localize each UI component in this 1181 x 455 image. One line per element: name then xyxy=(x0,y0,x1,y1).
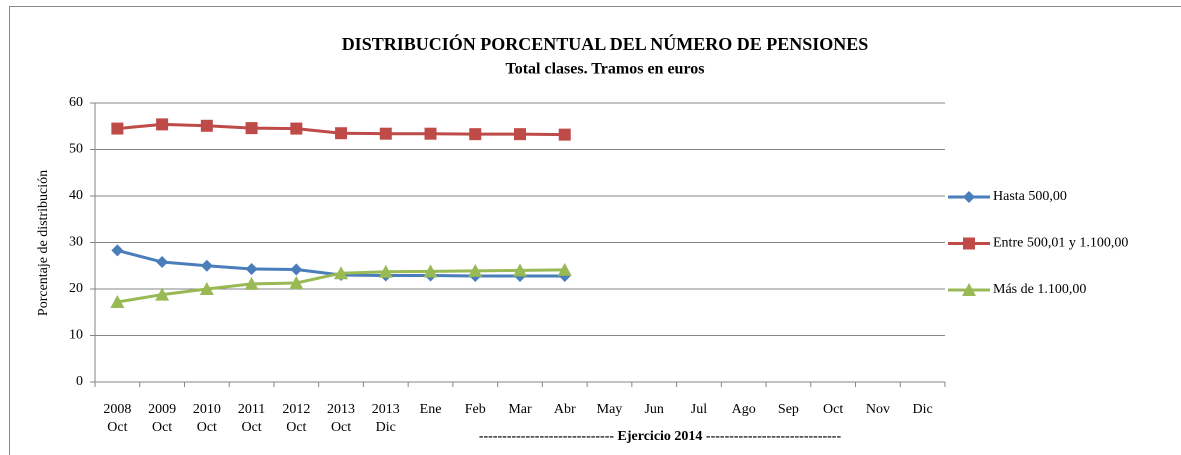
data-point xyxy=(334,266,349,280)
data-point xyxy=(156,118,169,131)
x-tick-label: Ene xyxy=(420,402,442,417)
x-tick-label-line: 2010 xyxy=(193,402,221,417)
x-tick-label-line: 2012 xyxy=(282,402,310,417)
y-tick-label: 20 xyxy=(69,281,83,296)
data-point xyxy=(156,256,169,269)
x-tick-label-line: May xyxy=(597,402,623,417)
x-tick-label-line: Mar xyxy=(508,402,532,417)
chart-subtitle: Total clases. Tramos en euros xyxy=(506,61,705,78)
x-tick-label: 2008 Oct xyxy=(103,402,131,435)
legend-label: Entre 500,01 y 1.100,00 xyxy=(993,236,1128,251)
x-tick-label-line: 2013 xyxy=(372,402,400,417)
x-tick-label-line: Jul xyxy=(691,402,707,417)
data-point xyxy=(111,122,124,135)
data-point xyxy=(468,263,483,277)
x-tick-label: 2009 Oct xyxy=(148,402,176,435)
x-tick-label-line: Oct xyxy=(241,420,261,435)
x-tick-label-line: 2008 xyxy=(103,402,131,417)
data-point xyxy=(200,119,213,132)
x-tick-label: Sep xyxy=(778,402,799,417)
data-point xyxy=(335,127,348,140)
legend-marker xyxy=(963,237,975,250)
legend-label: Hasta 500,00 xyxy=(993,189,1067,204)
data-point xyxy=(245,122,258,135)
legend-marker xyxy=(962,283,976,296)
x-tick-label-line: Oct xyxy=(107,420,127,435)
data-point xyxy=(289,275,304,289)
annotation: ----------------------------- Ejercicio … xyxy=(479,429,842,444)
chart-border xyxy=(9,6,1181,455)
x-tick-label: 2013 Oct xyxy=(327,402,355,435)
x-tick-label: 2010 Oct xyxy=(193,402,221,435)
x-tick-label-line: Dic xyxy=(376,420,396,435)
x-tick-label: Jun xyxy=(644,402,663,417)
x-tick-label-line: Abr xyxy=(554,402,576,417)
data-point xyxy=(290,263,303,276)
x-tick-label-line: Oct xyxy=(152,420,172,435)
data-point xyxy=(245,263,258,276)
x-tick-label: Feb xyxy=(465,402,486,417)
x-tick-label-line: 2013 xyxy=(327,402,355,417)
x-tick-label: Abr xyxy=(554,402,576,417)
data-point xyxy=(469,128,482,141)
x-tick-label-line: Oct xyxy=(286,420,306,435)
y-axis-label: Porcentaje de distribución xyxy=(36,170,51,316)
x-tick-label-line: Jun xyxy=(644,402,663,417)
data-point xyxy=(155,287,170,301)
data-point xyxy=(244,276,259,290)
data-point xyxy=(424,127,437,140)
x-tick-label: Jul xyxy=(691,402,707,417)
chart-title: DISTRIBUCIÓN PORCENTUAL DEL NÚMERO DE PE… xyxy=(342,33,869,54)
x-tick-label: Nov xyxy=(866,402,890,417)
data-point xyxy=(200,259,213,272)
x-tick-label: Ago xyxy=(732,402,756,417)
x-tick-label-line: 2009 xyxy=(148,402,176,417)
data-point xyxy=(111,244,124,257)
x-tick-label: Mar xyxy=(508,402,532,417)
x-tick-label-line: Dic xyxy=(913,402,933,417)
data-point xyxy=(379,127,392,140)
x-tick-label: 2011 Oct xyxy=(238,402,265,435)
data-point xyxy=(513,263,527,277)
x-tick-label-line: 2011 xyxy=(238,402,265,417)
x-tick-label: 2012 Oct xyxy=(282,402,310,435)
data-point xyxy=(378,264,393,278)
x-tick-label: Oct xyxy=(823,402,843,417)
y-tick-label: 0 xyxy=(76,374,83,389)
data-point xyxy=(110,295,125,309)
y-tick-label: 30 xyxy=(69,235,83,250)
x-tick-label-line: Nov xyxy=(866,402,890,417)
x-tick-label-line: Ago xyxy=(732,402,756,417)
data-point xyxy=(557,262,572,276)
x-tick-label-line: Sep xyxy=(778,402,799,417)
data-point xyxy=(423,264,438,278)
legend-marker xyxy=(963,191,975,203)
y-tick-label: 10 xyxy=(69,328,83,343)
y-tick-label: 60 xyxy=(69,95,83,110)
x-tick-label-line: Oct xyxy=(197,420,217,435)
x-tick-label-line: Ene xyxy=(420,402,442,417)
data-point xyxy=(290,122,303,135)
data-point xyxy=(514,128,526,141)
data-point xyxy=(199,282,214,295)
x-tick-label: 2013 Dic xyxy=(372,402,400,435)
x-tick-label-line: Oct xyxy=(823,402,843,417)
y-tick-label: 50 xyxy=(69,142,83,157)
x-tick-label: Dic xyxy=(913,402,933,417)
y-tick-label: 40 xyxy=(69,188,83,203)
x-tick-label-line: Oct xyxy=(331,420,351,435)
data-point xyxy=(558,128,571,141)
x-tick-label-line: Feb xyxy=(465,402,486,417)
legend-label: Más de 1.100,00 xyxy=(993,282,1086,297)
x-tick-label: May xyxy=(597,402,623,417)
